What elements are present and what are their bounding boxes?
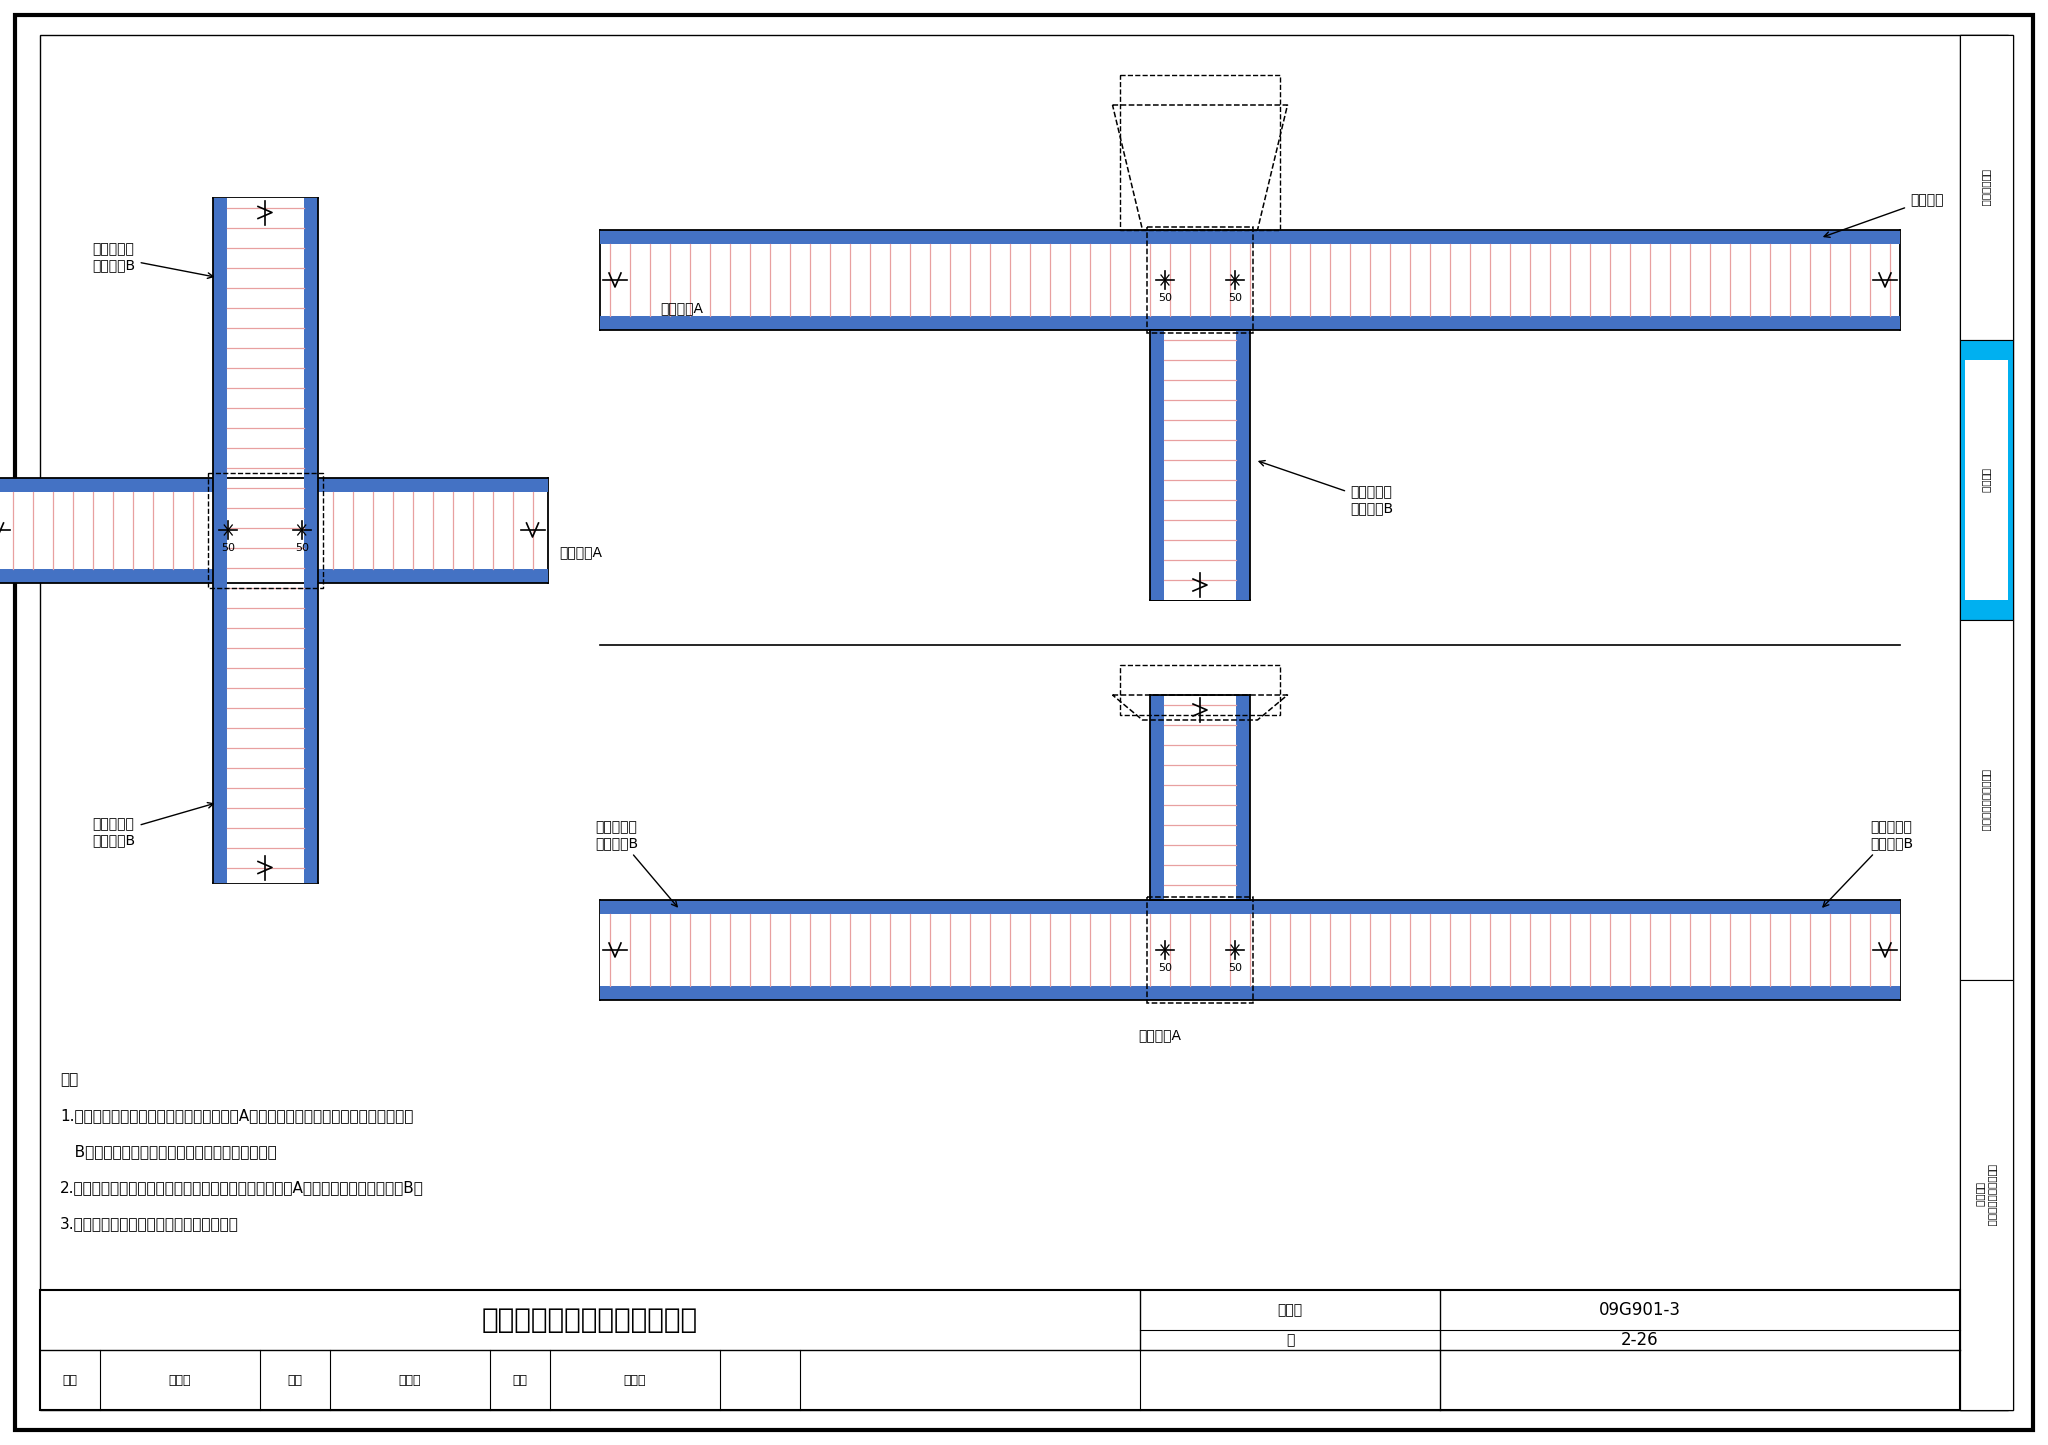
Text: 1.当两向为等高基础主梁交叉时，基础主梁A的顶部和底部纵筋均在上交叉，基础主梁: 1.当两向为等高基础主梁交叉时，基础主梁A的顶部和底部纵筋均在上交叉，基础主梁 bbox=[59, 1108, 414, 1124]
Text: 3.图中虚线为基础主梁相交处的柱及侧板。: 3.图中虚线为基础主梁相交处的柱及侧板。 bbox=[59, 1217, 240, 1231]
Bar bbox=[207, 473, 322, 588]
Text: 注：: 注： bbox=[59, 1072, 78, 1088]
Text: B均在下交叉。当设计有具体要求时按设计施工。: B均在下交叉。当设计有具体要求时按设计施工。 bbox=[59, 1144, 276, 1159]
Text: 审核: 审核 bbox=[63, 1374, 78, 1387]
Text: 50: 50 bbox=[1229, 962, 1241, 972]
Bar bbox=[600, 900, 1901, 1000]
Bar bbox=[0, 568, 547, 582]
Text: 50: 50 bbox=[221, 543, 236, 553]
Bar bbox=[0, 477, 547, 491]
Bar bbox=[1960, 35, 2013, 340]
Text: 基础次梁或
基础主梁B: 基础次梁或 基础主梁B bbox=[1260, 461, 1393, 514]
Text: 基础主梁A: 基础主梁A bbox=[659, 301, 702, 315]
Bar bbox=[1147, 897, 1253, 1003]
Bar bbox=[600, 985, 1901, 1000]
Text: 50: 50 bbox=[1157, 962, 1171, 972]
Bar bbox=[1151, 695, 1163, 900]
Text: 基础次梁或
基础主梁B: 基础次梁或 基础主梁B bbox=[92, 243, 213, 279]
Text: 设计: 设计 bbox=[512, 1374, 528, 1387]
Text: 页: 页 bbox=[1286, 1332, 1294, 1347]
Bar bbox=[600, 230, 1901, 244]
Bar bbox=[303, 198, 317, 883]
Text: 一般构造规定: 一般构造规定 bbox=[1982, 169, 1991, 207]
Text: 基础主梁A: 基础主梁A bbox=[1139, 1027, 1182, 1042]
Text: 基础主梁A: 基础主梁A bbox=[559, 545, 602, 559]
Bar bbox=[1960, 620, 2013, 980]
Bar bbox=[1151, 329, 1249, 600]
Bar bbox=[1237, 695, 1249, 900]
Bar bbox=[1960, 35, 2013, 1410]
Bar bbox=[600, 230, 1901, 329]
Text: 张工文: 张工文 bbox=[399, 1374, 422, 1387]
Bar bbox=[41, 1290, 1960, 1410]
Text: 2-26: 2-26 bbox=[1622, 1331, 1659, 1350]
Text: 09G901-3: 09G901-3 bbox=[1599, 1300, 1681, 1319]
Text: 基础梁相交区域箍筋排布构造: 基础梁相交区域箍筋排布构造 bbox=[481, 1306, 698, 1334]
Text: 基础次梁或
基础主梁B: 基础次梁或 基础主梁B bbox=[1823, 819, 1913, 907]
Text: 校对: 校对 bbox=[287, 1374, 303, 1387]
Text: 2.当两向不等高基础主梁交叉时，截面较高的为基础主梁A，截面较低者为基础主梁B。: 2.当两向不等高基础主梁交叉时，截面较高的为基础主梁A，截面较低者为基础主梁B。 bbox=[59, 1181, 424, 1195]
Text: 黄志刚: 黄志刚 bbox=[168, 1374, 190, 1387]
Bar bbox=[600, 900, 1901, 915]
Bar bbox=[0, 477, 547, 582]
Text: 基础次梁或
基础主梁B: 基础次梁或 基础主梁B bbox=[596, 819, 678, 906]
Bar bbox=[600, 316, 1901, 329]
Bar bbox=[1147, 227, 1253, 332]
Bar bbox=[213, 198, 317, 883]
Text: 基础主梁: 基础主梁 bbox=[1825, 194, 1944, 237]
Bar bbox=[1960, 980, 2013, 1410]
Bar bbox=[213, 198, 227, 883]
Bar bbox=[1151, 695, 1249, 900]
Text: 图集号: 图集号 bbox=[1278, 1303, 1303, 1316]
Text: 50: 50 bbox=[1157, 293, 1171, 303]
Text: 基础次梁或
基础主梁B: 基础次梁或 基础主梁B bbox=[92, 802, 213, 848]
Text: 50: 50 bbox=[295, 543, 309, 553]
Text: 王怀元: 王怀元 bbox=[625, 1374, 647, 1387]
Text: 筏形基础和地下室结构: 筏形基础和地下室结构 bbox=[1982, 769, 1991, 831]
Bar bbox=[1964, 360, 2007, 600]
Bar bbox=[1960, 340, 2013, 620]
Text: 50: 50 bbox=[1229, 293, 1241, 303]
Text: 筏形基础: 筏形基础 bbox=[1982, 468, 1991, 493]
Bar bbox=[1237, 329, 1249, 600]
Bar bbox=[1120, 75, 1280, 230]
Bar bbox=[1120, 665, 1280, 715]
Text: 条形基础、独立基础、
桩基承台: 条形基础、独立基础、 桩基承台 bbox=[1976, 1163, 1997, 1227]
Bar bbox=[1151, 329, 1163, 600]
